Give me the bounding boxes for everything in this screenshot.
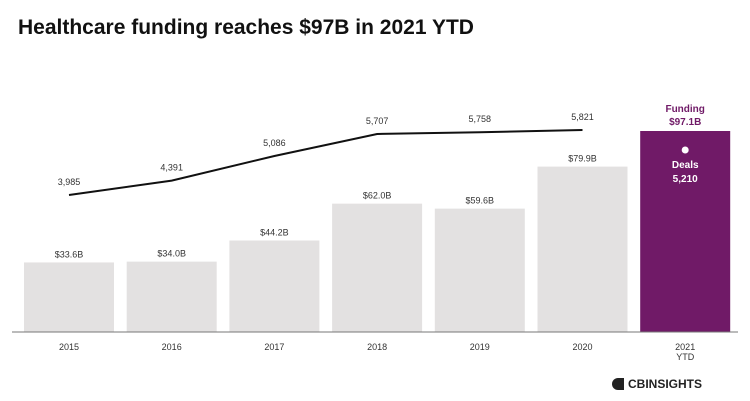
bar-2	[126, 261, 217, 332]
x-tick-label-2: 2016	[162, 342, 182, 352]
bar-value-label-3: $44.2B	[260, 228, 289, 238]
bar-value-label-1: $33.6B	[55, 249, 84, 259]
highlight-deals-dot	[681, 146, 689, 154]
brand-logo: CBINSIGHTS	[611, 377, 702, 391]
bar-5	[434, 208, 525, 332]
highlight-funding-label: Funding	[665, 104, 704, 115]
brand-name: CBINSIGHTS	[627, 377, 702, 391]
highlight-funding-value: $97.1B	[669, 117, 701, 128]
deals-value-label-1: 3,985	[58, 177, 81, 187]
bar-7	[640, 131, 731, 332]
bar-3	[229, 240, 320, 332]
highlight-deals-label: Deals	[672, 160, 699, 171]
bar-value-label-2: $34.0B	[157, 249, 186, 259]
x-tick-label-1: 2015	[59, 342, 79, 352]
highlight-deals-value: 5,210	[673, 174, 698, 185]
deals-line	[68, 129, 583, 196]
deals-value-label-4: 5,707	[366, 116, 389, 126]
bar-4	[332, 203, 423, 332]
bar-value-label-4: $62.0B	[363, 191, 392, 201]
bar-value-label-6: $79.9B	[568, 154, 597, 164]
deals-value-label-2: 4,391	[160, 163, 183, 173]
x-tick-label-5: 2019	[470, 342, 490, 352]
deals-value-label-5: 5,758	[469, 114, 492, 124]
bar-value-label-5: $59.6B	[466, 196, 495, 206]
deals-value-label-3: 5,086	[263, 138, 286, 148]
x-tick-label-7-line-2: YTD	[676, 352, 695, 362]
x-tick-label-4: 2018	[367, 342, 387, 352]
x-tick-label-3: 2017	[264, 342, 284, 352]
chart-title: Healthcare funding reaches $97B in 2021 …	[18, 16, 474, 39]
x-tick-label-6: 2020	[572, 342, 592, 352]
deals-value-label-6: 5,821	[571, 112, 594, 122]
cbinsights-logo-icon	[611, 378, 624, 390]
bar-1	[24, 262, 114, 332]
x-tick-label-7-line-1: 2021	[675, 342, 695, 352]
bar-6	[537, 166, 628, 332]
